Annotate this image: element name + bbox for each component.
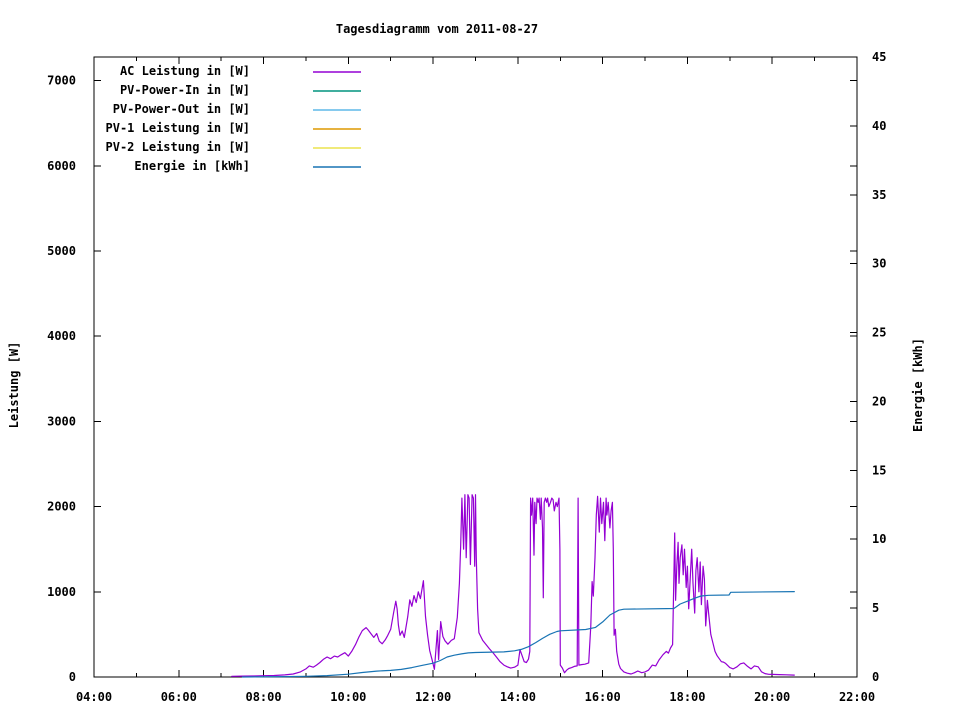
chart-title: Tagesdiagramm vom 2011-08-27 bbox=[335, 22, 539, 36]
svg-text:20:00: 20:00 bbox=[754, 690, 790, 704]
svg-text:22:00: 22:00 bbox=[839, 690, 875, 704]
svg-text:10:00: 10:00 bbox=[330, 690, 366, 704]
series-curve-1 bbox=[231, 494, 795, 677]
svg-text:AC Leistung in [W]: AC Leistung in [W] bbox=[120, 64, 250, 78]
svg-text:Energie in [kWh]: Energie in [kWh] bbox=[134, 159, 250, 173]
svg-text:7000: 7000 bbox=[47, 74, 76, 88]
svg-text:35: 35 bbox=[872, 188, 886, 202]
svg-text:5000: 5000 bbox=[47, 244, 76, 258]
svg-text:3000: 3000 bbox=[47, 414, 76, 428]
svg-text:4000: 4000 bbox=[47, 329, 76, 343]
legend-entry-5: PV-2 Leistung in [W] bbox=[106, 140, 361, 154]
svg-text:PV-1 Leistung in [W]: PV-1 Leistung in [W] bbox=[106, 121, 251, 135]
svg-text:PV-Power-In in [W]: PV-Power-In in [W] bbox=[120, 83, 250, 97]
svg-text:PV-Power-Out in [W]: PV-Power-Out in [W] bbox=[113, 102, 250, 116]
legend: AC Leistung in [W] PV-Power-In in [W] PV-P… bbox=[106, 64, 361, 173]
svg-text:20: 20 bbox=[872, 394, 886, 408]
svg-text:5: 5 bbox=[872, 601, 879, 615]
svg-text:14:00: 14:00 bbox=[500, 690, 536, 704]
series-curve-6 bbox=[241, 590, 795, 678]
legend-entry-4: PV-1 Leistung in [W] bbox=[106, 121, 361, 135]
legend-entry-2: PV-Power-In in [W] bbox=[120, 83, 361, 97]
svg-text:PV-2 Leistung in [W]: PV-2 Leistung in [W] bbox=[106, 140, 251, 154]
svg-text:12:00: 12:00 bbox=[415, 690, 451, 704]
axes: 04:00 06:00 08:00 10:00 12:00 14:00 16:00 18:00… bbox=[47, 50, 886, 704]
svg-text:0: 0 bbox=[872, 670, 879, 684]
svg-text:30: 30 bbox=[872, 257, 886, 271]
svg-text:06:00: 06:00 bbox=[161, 690, 197, 704]
svg-text:6000: 6000 bbox=[47, 159, 76, 173]
svg-text:16:00: 16:00 bbox=[585, 690, 621, 704]
svg-text:08:00: 08:00 bbox=[245, 690, 281, 704]
svg-text:10: 10 bbox=[872, 532, 886, 546]
svg-text:25: 25 bbox=[872, 326, 886, 340]
legend-entry-3: PV-Power-Out in [W] bbox=[113, 102, 361, 116]
svg-text:40: 40 bbox=[872, 119, 886, 133]
svg-text:45: 45 bbox=[872, 50, 886, 64]
svg-text:15: 15 bbox=[872, 463, 886, 477]
legend-entry-6: Energie in [kWh] bbox=[134, 159, 361, 173]
svg-text:04:00: 04:00 bbox=[76, 690, 112, 704]
legend-entry-1: AC Leistung in [W] bbox=[120, 64, 361, 78]
svg-text:0: 0 bbox=[69, 670, 76, 684]
svg-text:2000: 2000 bbox=[47, 500, 76, 514]
svg-text:1000: 1000 bbox=[47, 585, 76, 599]
svg-text:18:00: 18:00 bbox=[669, 690, 705, 704]
